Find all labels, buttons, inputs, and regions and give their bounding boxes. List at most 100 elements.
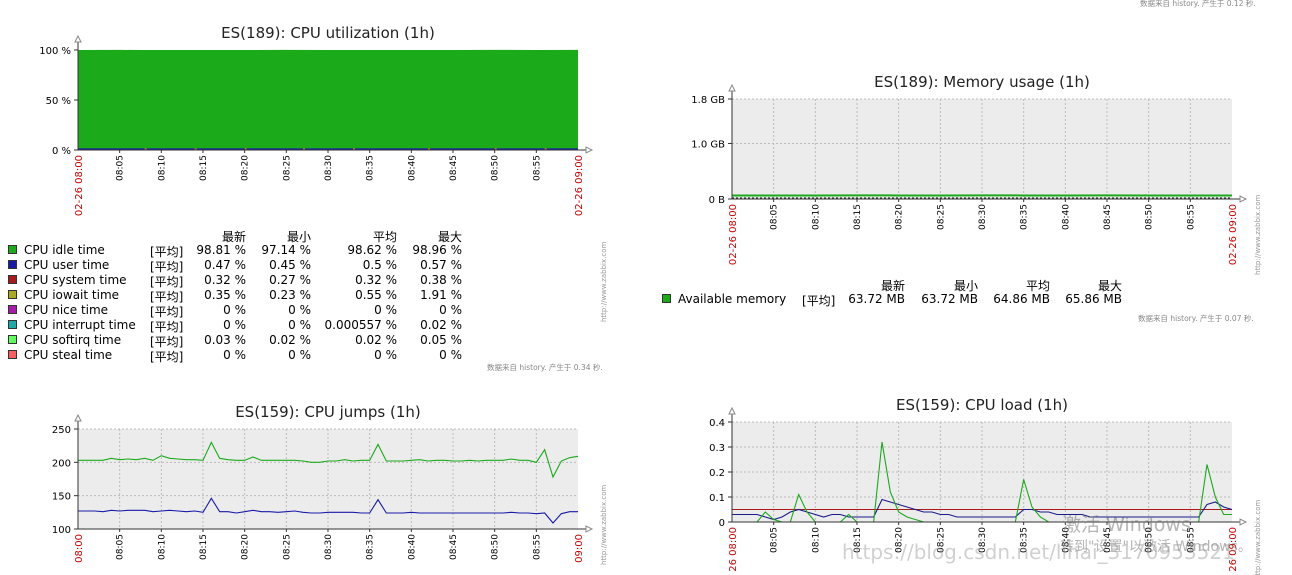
chart2-zabbix-watermark: http://www.zabbix.com (1254, 195, 1262, 275)
chart3-zabbix-watermark: http://www.zabbix.com (600, 485, 608, 565)
chart1-xtick-label: 08:45 (449, 155, 459, 181)
legend-series-name: Available memory (678, 292, 787, 306)
chart2-xtick-label: 08:45 (1103, 204, 1113, 230)
chart2-xtick-label: 08:20 (895, 204, 905, 230)
chart2-y-arrow (728, 83, 736, 92)
chart4-xtick-label: 08:30 (978, 527, 988, 553)
chart4-title: ES(159): CPU load (1h) (896, 396, 1068, 414)
chart4-xtick-label: 08:15 (853, 527, 863, 553)
legend-header-min: 最小 (286, 230, 311, 244)
chart1-iowait-mark (144, 148, 147, 150)
legend-value-min: 0.45 % (269, 258, 311, 272)
chart2-ytick-label: 0 B (709, 195, 726, 206)
chart1-ytick-label: 100 % (39, 46, 71, 57)
legend-value-last: 0 % (223, 303, 246, 317)
chart1-xtick-label: 08:40 (407, 155, 417, 181)
chart1-x-start-label: 02-26 08:00 (74, 155, 85, 216)
chart1-title: ES(189): CPU utilization (1h) (221, 24, 435, 42)
chart1-xtick-label: 08:10 (157, 155, 167, 181)
legend-row: CPU user time [平均] 0.47 % 0.45 % 0.5 % 0.57 % (8, 258, 478, 274)
chart2-xtick-label: 08:35 (1020, 204, 1030, 230)
legend-value-min: 0 % (288, 303, 311, 317)
chart4-xtick-label: 08:05 (770, 527, 780, 553)
chart4-ytick-label: 0.2 (709, 468, 725, 479)
cpu-utilization-legend: 最新 最小 平均 最大 CPU idle time [平均] 98.81 % 97.14 % 9… (8, 228, 478, 368)
chart1-xtick-label: 08:05 (116, 155, 126, 181)
chart1-iowait-mark (353, 148, 355, 150)
legend-swatch (8, 275, 17, 284)
chart4-ytick-label: 0 (719, 518, 725, 529)
chart4-x-arrow (1239, 518, 1248, 526)
chart3-xtick-label: 08:20 (241, 534, 251, 560)
legend-value-avg: 0.55 % (355, 288, 397, 302)
legend-value-min: 0.02 % (269, 333, 311, 347)
legend-series-name: CPU iowait time (24, 288, 120, 302)
legend-row: CPU iowait time [平均] 0.35 % 0.23 % 0.55 % 1.9… (8, 288, 478, 304)
chart3-ytick-label: 200 (52, 458, 71, 469)
cpu-utilization-footnote: 数据来自 history. 产生于 0.34 秒. (487, 363, 603, 372)
legend-value-last: 0.35 % (204, 288, 246, 302)
legend-value-max: 0 % (439, 348, 462, 362)
chart1-ytick-label: 0 % (52, 146, 71, 157)
chart3-series-2-line (78, 497, 578, 524)
legend-value-avg: 0 % (374, 348, 397, 362)
chart1-iowait-mark (194, 148, 197, 150)
chart2-x-start-label: 02-26 08:00 (728, 204, 739, 265)
legend-value-avg: 0.02 % (355, 333, 397, 347)
legend-value-max: 1.91 % (420, 288, 462, 302)
chart3-xtick-label: 08:50 (491, 534, 501, 560)
chart1-zabbix-watermark: http://www.zabbix.com (600, 242, 608, 322)
chart4-xtick-label: 08:40 (1061, 527, 1071, 553)
legend-value-last: 0.32 % (204, 273, 246, 287)
chart4-x-end-label: 26 09:00 (1228, 527, 1239, 572)
chart1-x-end-label: 02-26 09:00 (574, 155, 585, 216)
chart1-xtick-label: 08:55 (532, 155, 542, 181)
legend-value-max: 0.38 % (420, 273, 462, 287)
legend-row: CPU idle time [平均] 98.81 % 97.14 % 98.62 % 98… (8, 243, 478, 259)
chart3-ytick-label: 100 (52, 525, 71, 536)
chart4-xtick-label: 08:35 (1020, 527, 1030, 553)
chart4-ytick-label: 0.1 (709, 493, 725, 504)
chart2-x-arrow (1239, 195, 1248, 203)
legend-row: Available memory [平均] 63.72 MB 63.72 MB 64.8… (662, 292, 1142, 308)
legend-value-max: 0 % (439, 303, 462, 317)
legend-value-min: 63.72 MB (921, 292, 978, 306)
chart3-series-1-line (78, 441, 579, 479)
legend-value-avg: 0.000557 % (324, 318, 397, 332)
legend-value-last: 63.72 MB (848, 292, 905, 306)
chart3-xtick-label: 08:10 (157, 534, 167, 560)
chart3-y-arrow (74, 413, 82, 422)
chart1-iowait-mark (303, 148, 305, 150)
chart3-xtick-label: 08:45 (449, 534, 459, 560)
chart1-ytick-label: 50 % (46, 96, 71, 107)
legend-row: CPU nice time [平均] 0 % 0 % 0 % 0 % (8, 303, 478, 319)
legend-swatch (8, 335, 17, 344)
legend-value-min: 0.27 % (269, 273, 311, 287)
chart1-xtick-label: 08:35 (366, 155, 376, 181)
chart1-xtick-label: 08:30 (324, 155, 334, 181)
legend-row: CPU steal time [平均] 0 % 0 % 0 % 0 % (8, 348, 478, 364)
legend-header-row: 最新 最小 平均 最大 (662, 277, 1142, 293)
legend-value-last: 0 % (223, 318, 246, 332)
chart3-xtick-label: 08:40 (407, 534, 417, 560)
activate-windows-line1: 激活 Windows (1062, 514, 1191, 536)
chart4-series-2-line (732, 498, 1233, 521)
legend-value-last: 98.81 % (196, 243, 246, 257)
legend-value-min: 0 % (288, 318, 311, 332)
legend-value-max: 0.57 % (420, 258, 462, 272)
chart2-ytick-label: 1.8 GB (691, 95, 725, 106)
legend-function: [平均] (802, 294, 836, 308)
chart4-xtick-label: 08:55 (1186, 527, 1196, 553)
legend-value-min: 97.14 % (261, 243, 311, 257)
legend-value-avg: 98.62 % (347, 243, 397, 257)
legend-value-max: 65.86 MB (1065, 292, 1122, 306)
chart1-xtick-label: 08:20 (241, 155, 251, 181)
chart3-xtick-label: 08:15 (199, 534, 209, 560)
legend-value-last: 0.03 % (204, 333, 246, 347)
chart3-xtick-label: 08:55 (532, 534, 542, 560)
legend-series-name: CPU user time (24, 258, 110, 272)
legend-value-avg: 64.86 MB (993, 292, 1050, 306)
legend-series-name: CPU softirq time (24, 333, 122, 347)
chart3-xtick-label: 08:05 (116, 534, 126, 560)
